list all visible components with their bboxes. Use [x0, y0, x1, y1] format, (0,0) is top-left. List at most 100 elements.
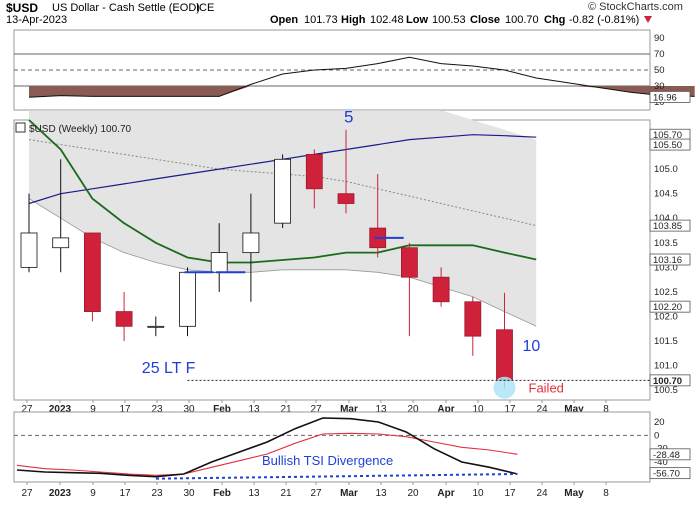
rsi-tick-label: 90: [654, 33, 665, 44]
open-value: 101.73: [304, 14, 338, 26]
x-axis-label-bottom: 10: [472, 488, 484, 499]
x-axis-label-top: 17: [504, 404, 516, 415]
tsi-tick-label: 0: [654, 430, 659, 441]
candle-down: [496, 329, 513, 381]
x-axis-label-top: 9: [90, 404, 96, 415]
x-axis-label-bottom: 30: [183, 488, 195, 499]
rsi-panel: 907050301016.96: [13, 29, 695, 111]
x-axis-label-top: 24: [536, 404, 548, 415]
tsi-frame: [13, 411, 651, 483]
x-axis-label-top: 27: [21, 404, 33, 415]
x-axis-label-bottom: 20: [407, 488, 419, 499]
x-axis-label-top: 27: [310, 404, 322, 415]
legend-swatch: [15, 122, 26, 133]
price-badge-bg: [649, 253, 691, 266]
low-label: Low: [406, 14, 428, 26]
price-badge: 102.20: [653, 302, 682, 313]
chg-label: Chg: [544, 14, 566, 26]
exchange-label: ICE: [196, 2, 215, 14]
candle-down: [432, 276, 450, 303]
price-badge-bg: [649, 138, 691, 151]
ma-mid-line: [28, 119, 537, 264]
candle-down: [84, 232, 101, 312]
price-tick-label: 102.5: [654, 287, 678, 298]
candle-down: [305, 153, 323, 190]
price-tick-label: 102.0: [654, 311, 678, 322]
x-axis-label-top: 10: [472, 404, 484, 415]
candle-up: [52, 237, 70, 249]
wave-5-label: 5: [344, 107, 353, 126]
open-label: Open: [270, 14, 299, 26]
price-badge-bg: [649, 219, 691, 232]
x-axis-label-bottom: 27: [310, 488, 322, 499]
price-badge: 105.50: [653, 140, 682, 151]
tsi-signal-line: [16, 432, 518, 476]
price-tick-label: 103.0: [654, 262, 678, 273]
x-axis-label-top: 21: [280, 404, 292, 415]
x-axis-label-top: May: [564, 404, 584, 415]
date-label: 13-Apr-2023: [6, 14, 68, 26]
low-value: 100.53: [432, 14, 466, 26]
watermark: © StockCharts.com: [588, 1, 683, 13]
down-arrow-icon: [644, 16, 652, 23]
price-badge-bg: [649, 300, 691, 313]
failed-label: Failed: [529, 381, 564, 396]
price-badge: 103.16: [653, 255, 682, 266]
x-axis-label-bottom: 17: [119, 488, 131, 499]
price-tick-label: 103.5: [654, 238, 678, 249]
x-axis-label-bottom: 27: [21, 488, 33, 499]
rsi-value-badge-bg: [649, 91, 691, 103]
failed-highlight-circle: [493, 376, 516, 399]
x-axis-label-bottom: 9: [90, 488, 96, 499]
candle-up: [242, 232, 260, 254]
ltf-label: 25 LT F: [142, 360, 196, 377]
band-lower-line: [28, 198, 537, 327]
x-axis-label-bottom: 13: [248, 488, 260, 499]
x-axis-label-top: 17: [119, 404, 131, 415]
high-label: High: [341, 14, 366, 26]
price-badge: 105.70: [653, 130, 682, 141]
candle-down: [115, 311, 133, 327]
x-axis-label-top: 23: [151, 404, 163, 415]
price-badge: 103.85: [653, 221, 682, 232]
candle-up: [179, 271, 196, 327]
price-tick-label: 101.0: [654, 361, 678, 372]
chg-value: -0.82 (-0.81%): [569, 14, 640, 26]
candle-up: [20, 232, 38, 268]
tsi-badge-bg: [649, 448, 691, 461]
x-axis-label-top: Mar: [340, 404, 358, 415]
x-axis-label-bottom: Apr: [437, 488, 454, 499]
rsi-oversold-area: [29, 86, 695, 98]
tsi-badge: -28.48: [653, 450, 680, 461]
x-axis-label-top: 8: [603, 404, 609, 415]
divergence-line: [155, 473, 518, 480]
tsi-badge-bg: [649, 467, 691, 480]
tsi-badge: -56.70: [653, 469, 680, 480]
candle-up: [210, 252, 228, 273]
high-value: 102.48: [370, 14, 404, 26]
x-axis-label-bottom: 2023: [49, 488, 72, 499]
tsi-tick-label: 20: [654, 417, 665, 428]
x-axis-label-bottom: 13: [375, 488, 387, 499]
x-axis-label-bottom: 21: [280, 488, 292, 499]
x-axis-label-top: 2023: [49, 404, 72, 415]
x-axis-label-top: 30: [183, 404, 195, 415]
tsi-panel: Bullish TSI Divergence200-20-40-28.48-56…: [13, 411, 691, 483]
candle-up: [274, 158, 292, 224]
rsi-value-badge: 16.96: [653, 92, 677, 103]
x-axis-label-top: 20: [407, 404, 419, 415]
candle-up: [147, 325, 165, 328]
candle-down: [337, 193, 355, 204]
x-axis-label-bottom: 8: [603, 488, 609, 499]
divergence-label: Bullish TSI Divergence: [262, 453, 393, 468]
x-axis-label-bottom: May: [564, 488, 584, 499]
symbol-title: $USD: [6, 1, 39, 15]
tsi-line: [16, 417, 518, 478]
price-badge: 100.70: [653, 376, 682, 387]
price-badge-bg: [649, 374, 691, 387]
price-tick-label: 104.0: [654, 213, 678, 224]
rsi-tick-label: 50: [654, 65, 665, 76]
instrument-name: US Dollar - Cash Settle (EOD): [52, 2, 200, 14]
price-tick-label: 104.5: [654, 189, 678, 200]
price-tick-label: 105.0: [654, 164, 678, 175]
